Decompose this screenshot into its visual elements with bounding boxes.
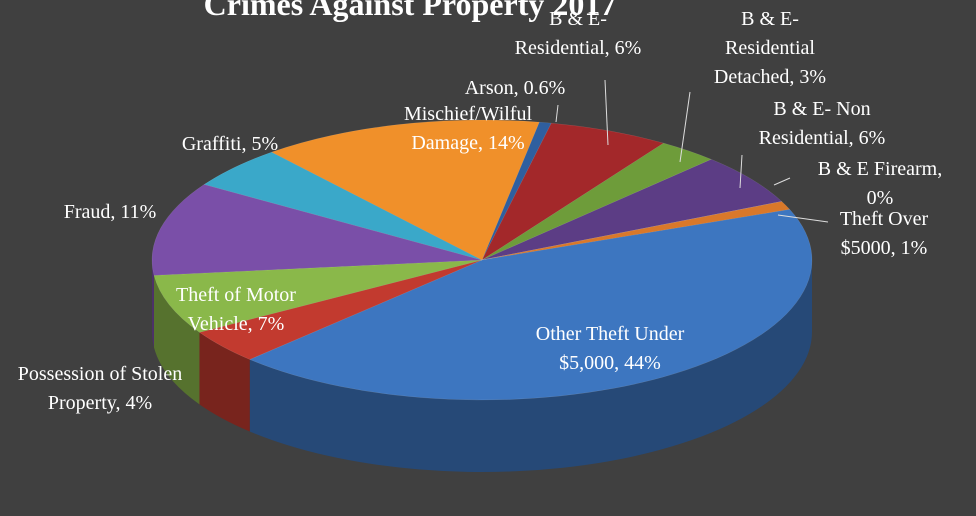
pie-side [152,260,154,348]
pie-slice [481,142,712,261]
data-label: Mischief/Wilful Damage, 14% [403,103,533,154]
pie-slice [481,159,783,261]
leader-line [555,104,559,123]
pie-slice [151,184,483,276]
leader-line [679,91,691,163]
pie-slice [153,259,483,333]
data-label: Theft Over $5000, 1% [839,208,929,259]
pie-slice [481,201,791,261]
pie-slice [481,122,665,261]
pie-side [199,332,250,432]
leader-line [773,177,791,186]
pie-slice [481,121,552,261]
pie-side [153,275,200,405]
pie-slice [270,119,540,261]
data-label: Fraud, 11% [63,201,157,223]
leader-line [777,214,829,223]
data-label: Theft of Motor Vehicle, 7% [176,284,296,335]
pie-slice [203,151,483,261]
data-label: B & E- Non Residential, 6% [758,98,886,149]
pie-slice [249,209,813,401]
data-label: Possession of Stolen Property, 4% [17,363,183,414]
leader-line [739,154,743,189]
chart-title: Crimes Against Property 2017 [203,0,617,22]
data-label: B & E- Residential, 6% [514,8,642,59]
leader-line [604,79,609,146]
data-label: Other Theft Under $5,000, 44% [535,323,685,374]
data-label: B & E Firearm, 0% [817,158,943,209]
data-label: B & E- Residential Detached, 3% [713,8,827,88]
data-label: Arson, 0.6% [464,77,566,99]
pie-side [249,260,812,473]
pie-slice [198,259,483,360]
data-label: Graffiti, 5% [181,133,279,155]
